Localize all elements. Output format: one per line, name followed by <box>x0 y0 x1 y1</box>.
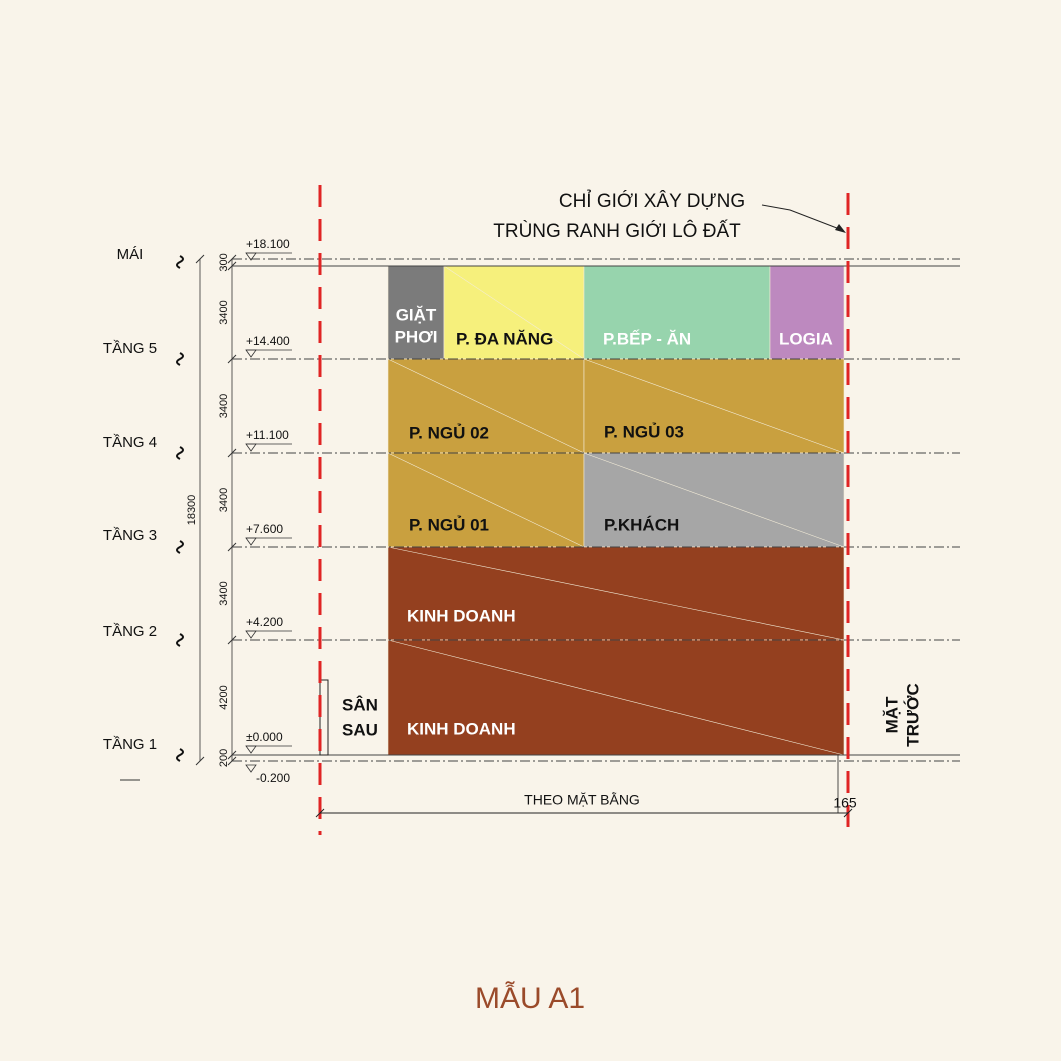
break-mark <box>176 255 184 269</box>
break-mark <box>176 352 184 366</box>
level-marker <box>245 252 257 261</box>
dimension-label: THEO MẶT BẰNG <box>524 791 640 808</box>
floor-label: TẦNG 4 <box>103 434 157 451</box>
dimension-tick <box>843 808 853 818</box>
dimension-tick <box>227 756 237 766</box>
level-label: ±0.000 <box>246 730 283 744</box>
dimension-label: 300 <box>218 253 230 271</box>
dimension-tick <box>195 756 205 766</box>
arrow <box>835 224 846 233</box>
room-laundry <box>387 265 445 360</box>
dimension-tick <box>315 808 325 818</box>
room-label: P. ĐA NĂNG <box>456 329 553 348</box>
floor-label: TẦNG 5 <box>103 340 157 357</box>
dimension-label: 3400 <box>218 488 230 512</box>
diagonal <box>583 358 845 454</box>
room-kitchen <box>583 265 771 360</box>
floor-label: TẦNG 1 <box>103 736 157 753</box>
dimension-tick <box>227 354 237 364</box>
floor-label: TẦNG 2 <box>103 623 157 640</box>
rooms <box>387 265 845 756</box>
leader <box>761 204 843 231</box>
room-label: P.BẾP - ĂN <box>603 329 691 348</box>
level-marker <box>245 630 257 639</box>
dimension-tick <box>227 448 237 458</box>
level-label: -0.200 <box>256 771 290 785</box>
break-mark <box>176 633 184 647</box>
room-label: P.KHÁCH <box>604 515 679 534</box>
room-label: P. NGỦ 02 <box>409 423 489 442</box>
dimension-tick <box>227 254 237 264</box>
break-mark <box>176 446 184 460</box>
level-marker <box>245 537 257 546</box>
title: MẪU A1 <box>475 981 585 1015</box>
diagonal <box>443 265 585 360</box>
level-label: +18.100 <box>246 237 290 251</box>
level-marker <box>245 764 257 773</box>
break-mark <box>176 748 184 762</box>
room-label: P. NGỦ 01 <box>409 515 489 534</box>
diagonal <box>387 639 845 756</box>
dimension-tick <box>227 542 237 552</box>
room-label: KINH DOANH <box>407 719 516 738</box>
room-label: GIẶT <box>396 305 437 324</box>
front-label: TRƯỚC <box>903 683 922 747</box>
dimension-label: 3400 <box>218 394 230 418</box>
level-label: +7.600 <box>246 522 283 536</box>
floor-label: TẦNG 3 <box>103 527 157 544</box>
dimension-value: 165 <box>833 795 857 811</box>
front-label: MẶT <box>882 696 901 733</box>
room-label: P. NGỦ 03 <box>604 422 684 441</box>
room-label: KINH DOANH <box>407 606 516 625</box>
annotation: CHỈ GIỚI XÂY DỰNG <box>559 190 745 212</box>
break-mark <box>176 540 184 554</box>
dimension-label: 3400 <box>218 300 230 324</box>
yard-label: SAU <box>342 720 378 739</box>
dimension-label: 4200 <box>218 685 230 709</box>
room-logia <box>769 265 845 360</box>
level-marker <box>245 745 257 754</box>
diagonal <box>387 452 585 548</box>
level-label: +11.100 <box>246 428 289 442</box>
yard-wall <box>319 679 329 756</box>
dimension-label: 200 <box>218 749 230 767</box>
dimension-tick <box>227 635 237 645</box>
diagonal <box>387 358 585 454</box>
annotation: TRÙNG RANH GIỚI LÔ ĐẤT <box>493 220 741 242</box>
dimension-tick <box>227 261 237 271</box>
dimension-total: 18300 <box>186 495 198 526</box>
dimension-tick <box>227 750 237 760</box>
floor-label: MÁI <box>117 246 144 263</box>
level-label: +4.200 <box>246 615 283 629</box>
dimension-tick <box>195 254 205 264</box>
diagonal <box>387 546 845 641</box>
diagonal <box>583 452 845 548</box>
dimension-label: 3400 <box>218 581 230 605</box>
level-marker <box>245 349 257 358</box>
level-label: +14.400 <box>246 334 290 348</box>
floor-lines <box>232 258 960 762</box>
room-label: PHƠI <box>395 327 438 346</box>
level-marker <box>245 443 257 452</box>
yard-label: SÂN <box>342 695 378 714</box>
room-label: LOGIA <box>779 329 833 348</box>
